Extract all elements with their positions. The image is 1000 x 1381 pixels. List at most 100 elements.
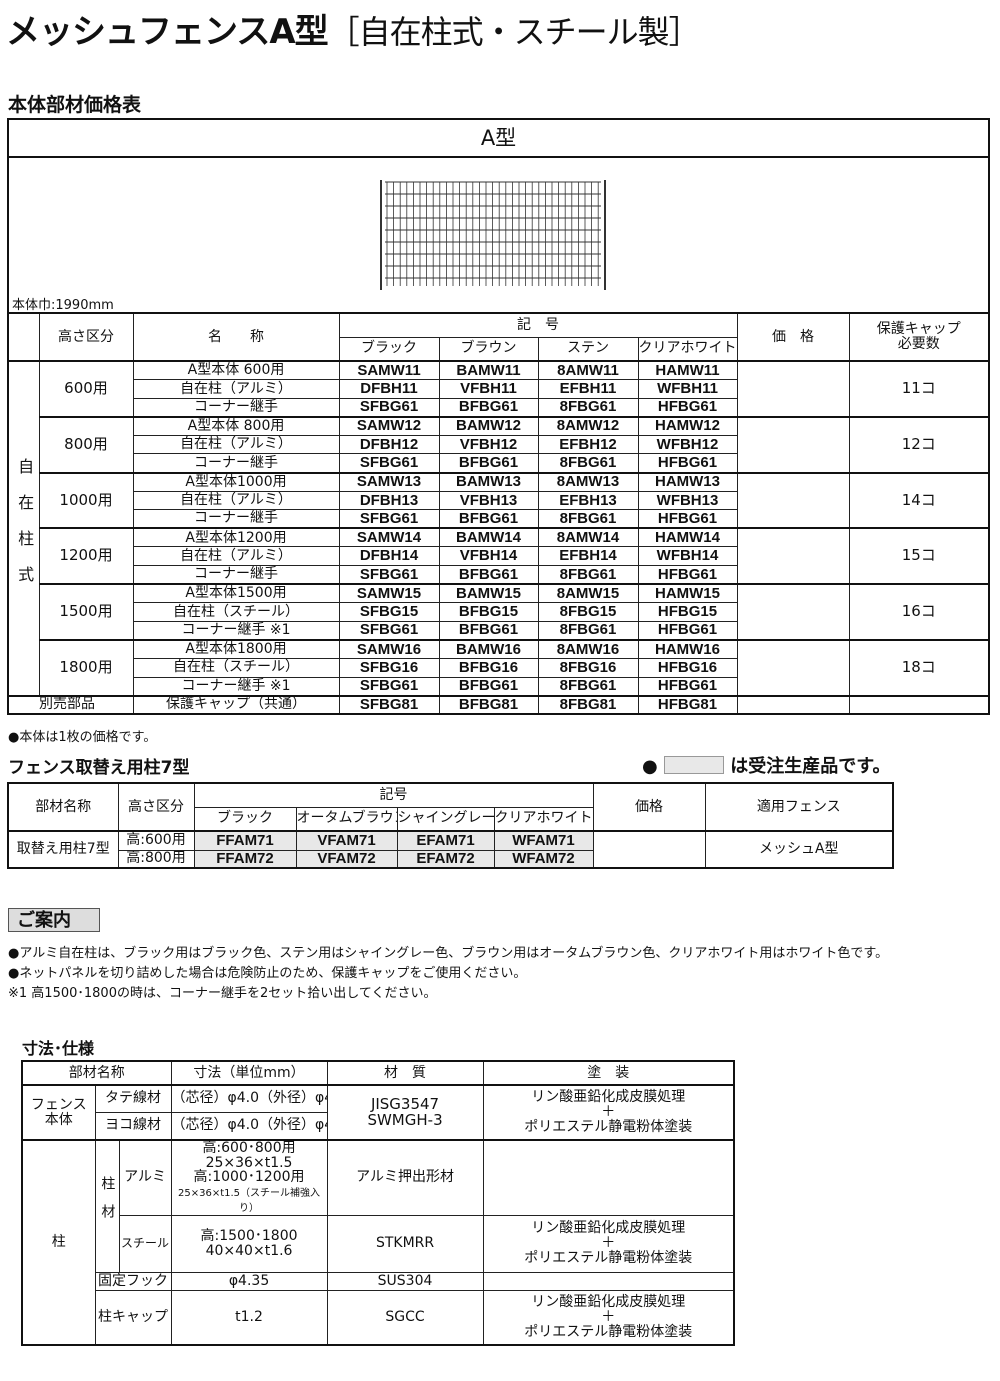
item-name: 自在柱（アルミ）	[132, 434, 340, 455]
item-name: 自在柱（スチール）	[132, 658, 340, 678]
made-to-order-swatch	[663, 756, 724, 774]
made-to-order-legend: ● は受注生産品です。	[642, 756, 891, 777]
group-label: 自在柱式	[7, 360, 40, 697]
item-code: EFBH11	[537, 379, 639, 399]
type-panel: A型 本体巾:1990mm	[7, 118, 990, 314]
item-code: BFBG81	[438, 694, 539, 715]
table-row: 1200用 A型本体1200用 SAMW14 BAMW14 8AMW14 HAMW14 15…	[8, 527, 990, 585]
spec-steel: スチール	[118, 1214, 172, 1273]
spec-cap-dim: t1.2	[170, 1289, 328, 1346]
post-code: FFAM72	[193, 849, 297, 869]
post-code: EFAM72	[396, 849, 495, 869]
item-code: DFBH12	[338, 434, 440, 455]
item-name: 保護キャップ（共通）	[132, 694, 340, 715]
post-code: WFAM71	[493, 830, 594, 851]
item-name: コーナー継手	[132, 453, 340, 474]
item-code: 8FBG16	[537, 658, 639, 678]
item-code: VFBH13	[438, 490, 539, 511]
price-table: 高さ区分名 称記 号価 格保護キャップ 必要数 ブラック ブラウン ステン クリアホワイ…	[7, 312, 990, 715]
item-code: WFBH11	[637, 379, 738, 399]
item-code: SAMW12	[338, 415, 440, 436]
item-code: 8AMW16	[537, 638, 639, 659]
item-code: 8AMW11	[537, 360, 639, 381]
spec-steel-dim: 高:1500･1800 40×40×t1.6	[170, 1214, 328, 1273]
price-cell	[736, 360, 850, 418]
table-row: 自在柱（アルミ） DFBH14 VFBH14 EFBH14 WFBH14	[8, 546, 989, 567]
page-title: メッシュフェンスA型［自在柱式・スチール製］	[6, 4, 701, 53]
item-code: EFBH12	[537, 434, 639, 455]
item-code: SFBG61	[338, 676, 440, 697]
spec-hook-dim: φ4.35	[170, 1271, 328, 1291]
extra-label: 別売部品	[7, 694, 134, 715]
item-name: 自在柱（スチール）	[132, 602, 340, 622]
spec-section-title: 寸法･仕様	[22, 1039, 95, 1058]
item-code: HAMW14	[637, 527, 738, 548]
spec-steel-mat: STKMRR	[326, 1214, 484, 1273]
spec-alumi-coat	[482, 1139, 735, 1216]
spec-head-coat: 塗 装	[482, 1060, 735, 1086]
cap-count: 18コ	[848, 638, 990, 697]
item-code: HFBG61	[637, 509, 738, 529]
spec-wire-dim: （芯径）φ4.0（外径）φ4.2	[170, 1084, 328, 1113]
post-head-color: オータムブラウン	[295, 806, 398, 832]
item-code: SFBG61	[338, 565, 440, 585]
table-row: 自在柱（アルミ） DFBH12 VFBH12 EFBH12 WFBH12	[8, 434, 989, 455]
item-code: 8AMW12	[537, 415, 639, 436]
item-code: SFBG16	[338, 658, 440, 678]
head-color: ブラウン	[438, 336, 539, 362]
price-cell	[736, 694, 850, 715]
cap-count: 12コ	[848, 415, 990, 474]
guide-line: ●ネットパネルを切り詰めした場合は危険防止のため、保護キャップをご使用ください。	[8, 966, 527, 981]
item-name: A型本体 600用	[132, 360, 340, 381]
item-code: SFBG81	[338, 694, 440, 715]
head-color: クリアホワイト	[637, 336, 738, 362]
spec-fence-body: フェンス 本体	[21, 1084, 96, 1141]
item-code: HAMW16	[637, 638, 738, 659]
title-sub: ［自在柱式・スチール製］	[327, 13, 701, 51]
item-code: BAMW12	[438, 415, 539, 436]
head-name: 名 称	[132, 312, 340, 362]
cap-count: 16コ	[848, 583, 990, 641]
item-code: 8AMW15	[537, 583, 639, 604]
post-code: FFAM71	[193, 830, 297, 851]
item-code: DFBH13	[338, 490, 440, 511]
item-name: A型本体1800用	[132, 638, 340, 659]
item-code: 8AMW14	[537, 527, 639, 548]
spec-steel-coat: リン酸亜鉛化成皮膜処理 ＋ ポリエステル静電粉体塗装	[482, 1214, 735, 1273]
post-head-code: 記号	[193, 782, 594, 808]
table-row: 自在柱（アルミ） DFBH13 VFBH13 EFBH13 WFBH13	[8, 490, 989, 511]
height-cell: 1000用	[38, 471, 134, 529]
spec-head-part: 部材名称	[21, 1060, 172, 1086]
item-code: BFBG61	[438, 397, 539, 418]
item-code: HAMW15	[637, 583, 738, 604]
spec-alumi: アルミ	[118, 1139, 172, 1216]
item-code: HAMW13	[637, 471, 738, 492]
item-name: A型本体1500用	[132, 583, 340, 604]
item-code: HFBG61	[637, 620, 738, 641]
fence-illustration	[380, 180, 606, 290]
spec-cap-mat: SGCC	[326, 1289, 484, 1346]
post-section-title: フェンス取替え用柱7型	[8, 758, 190, 778]
head-cap: 保護キャップ 必要数	[848, 312, 990, 362]
table-row: 1000用 A型本体1000用 SAMW13 BAMW13 8AMW13 HAMW13 14…	[8, 471, 990, 529]
item-code: WFBH12	[637, 434, 738, 455]
item-code: SFBG61	[338, 397, 440, 418]
post-head-fence: 適用フェンス	[704, 782, 894, 832]
table-row: 自在柱式 600用 A型本体 600用 SAMW11 BAMW11 8AMW11 HAMW1…	[7, 360, 990, 697]
item-code: 8FBG81	[537, 694, 639, 715]
head-blank	[7, 312, 40, 362]
item-code: SFBG61	[338, 620, 440, 641]
spec-wire-dim: （芯径）φ4.0（外径）φ4.2	[170, 1111, 328, 1141]
price-section-title: 本体部材価格表	[8, 94, 142, 116]
legend-text: は受注生産品です。	[730, 756, 891, 777]
post-head-color: クリアホワイト	[493, 806, 594, 832]
spec-post-material-label: 柱材	[94, 1139, 120, 1273]
title-main: メッシュフェンスA型	[6, 12, 329, 52]
cap-count: 15コ	[848, 527, 990, 585]
item-code: VFBH14	[438, 546, 539, 567]
spec-wire-mat: JISG3547 SWMGH-3	[326, 1084, 484, 1141]
table-row: 800用 A型本体 800用 SAMW12 BAMW12 8AMW12 HAMW12 12コ	[8, 415, 990, 474]
spec-cap-coat: リン酸亜鉛化成皮膜処理 ＋ ポリエステル静電粉体塗装	[482, 1289, 735, 1346]
spec-cap: 柱キャップ	[94, 1289, 172, 1346]
